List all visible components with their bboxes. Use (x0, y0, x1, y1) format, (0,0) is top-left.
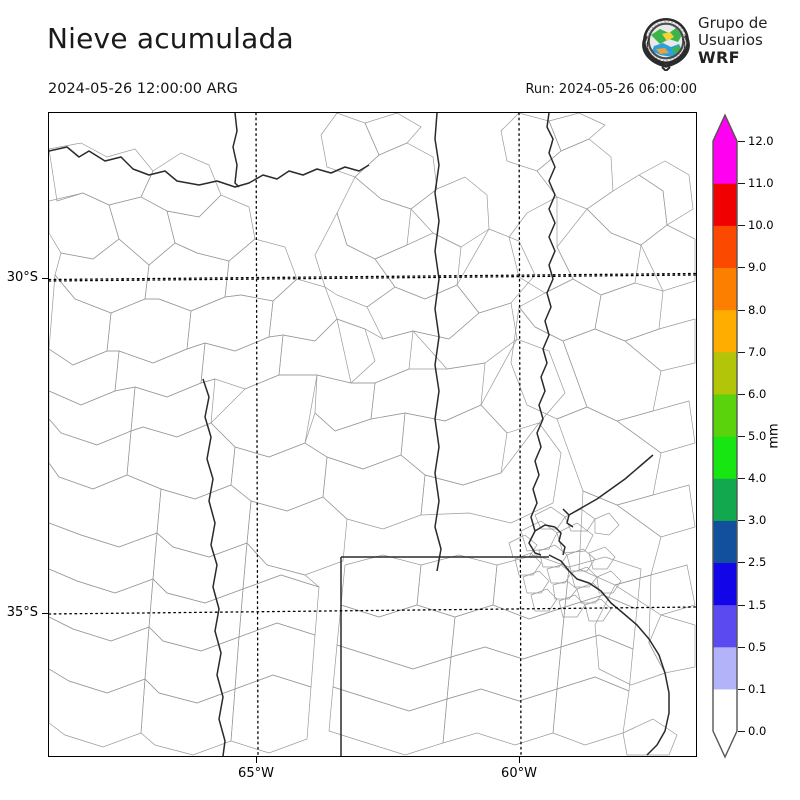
graticule (49, 113, 696, 756)
globe-emblem-icon (642, 18, 690, 71)
colorbar-bands (712, 113, 738, 759)
colorbar-tick (738, 309, 745, 311)
lat-tick-30s (42, 278, 48, 279)
colorbar-tick (738, 646, 745, 648)
colorbar-tick (738, 731, 745, 732)
department-boundaries (49, 113, 696, 756)
colorbar-tick-label: 0.5 (748, 639, 767, 654)
lat-tick-35s (42, 613, 48, 614)
lon-label-60w: 60°W (501, 766, 537, 781)
lon-tick-65w (256, 757, 257, 763)
colorbar-tick-label: 1.5 (748, 597, 767, 612)
logo-line-3: WRF (698, 48, 740, 67)
colorbar-tick-label: 2.5 (748, 555, 767, 570)
logo-line-2: Usuarios (698, 31, 763, 49)
colorbar-tick-label: 4.0 (748, 471, 767, 486)
logo-text: Grupo de Usuarios WRF (698, 14, 768, 67)
colorbar-tick (738, 183, 745, 185)
colorbar-tick (738, 562, 745, 564)
colorbar-tick-label: 8.0 (748, 302, 767, 317)
colorbar-tick (738, 141, 745, 142)
lon-label-65w: 65°W (238, 766, 274, 781)
colorbar-tick (738, 267, 745, 269)
map-panel[interactable] (48, 112, 697, 757)
colorbar-tick (738, 688, 745, 690)
colorbar-tick-label: 0.0 (748, 724, 767, 738)
colorbar-tick (738, 478, 745, 480)
colorbar-tick (738, 436, 745, 437)
province-boundaries (49, 113, 670, 756)
map-geometry (49, 113, 696, 756)
logo-line-1: Grupo de (698, 14, 768, 32)
colorbar-tick-label: 0.1 (748, 681, 767, 696)
colorbar-tick-label: 12.0 (748, 134, 774, 148)
colorbar-tick (738, 604, 745, 606)
valid-time-label: 2024-05-26 12:00:00 ARG (48, 81, 238, 97)
colorbar-tick (738, 225, 745, 227)
colorbar-tick (738, 520, 745, 522)
colorbar-tick-label: 5.0 (748, 429, 767, 443)
colorbar-tick-label: 9.0 (748, 260, 767, 275)
colorbar-tick-label: 6.0 (748, 386, 767, 401)
colorbar-tick (738, 393, 745, 395)
colorbar-unit-label: mm (766, 423, 782, 449)
lon-tick-60w (519, 757, 520, 763)
lat-label-30s: 30°S (6, 270, 38, 285)
colorbar-tick-label: 11.0 (748, 176, 774, 191)
run-time-label: Run: 2024-05-26 06:00:00 (525, 82, 697, 97)
colorbar-tick-label: 7.0 (748, 344, 767, 359)
colorbar-tick (738, 351, 745, 353)
page-title: Nieve acumulada (47, 22, 294, 55)
logo: Grupo de Usuarios WRF (638, 13, 796, 73)
colorbar-tick-label: 10.0 (748, 218, 774, 233)
colorbar-tick-label: 3.0 (748, 513, 767, 528)
lat-label-35s: 35°S (6, 605, 38, 620)
colorbar: mm 0.0 0.1 0.5 1.5 2.5 3.0 4.0 5.0 6.0 7.0 8.0 9.0 1… (711, 112, 800, 760)
